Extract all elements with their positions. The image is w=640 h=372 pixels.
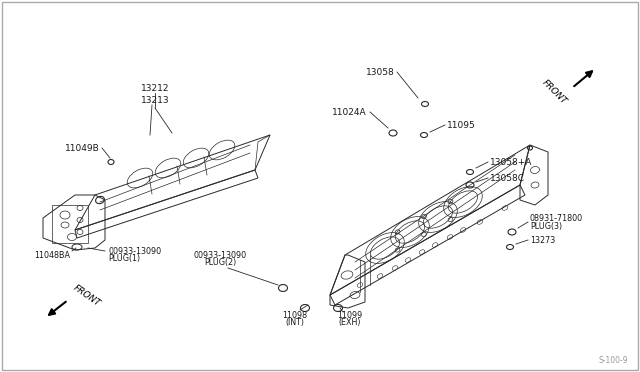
Text: 11048BA: 11048BA xyxy=(34,250,70,260)
Text: 11098: 11098 xyxy=(282,311,308,320)
Text: 11049B: 11049B xyxy=(65,144,100,153)
Text: 13058C: 13058C xyxy=(490,173,525,183)
Text: 11099: 11099 xyxy=(337,311,363,320)
Text: 13058: 13058 xyxy=(366,67,395,77)
Text: (EXH): (EXH) xyxy=(339,318,361,327)
Text: PLUG(1): PLUG(1) xyxy=(108,254,140,263)
Text: FRONT: FRONT xyxy=(72,283,102,308)
Text: PLUG(3): PLUG(3) xyxy=(530,221,562,231)
Text: (INT): (INT) xyxy=(285,318,305,327)
Text: 13213: 13213 xyxy=(141,96,170,105)
Text: 00933-13090: 00933-13090 xyxy=(108,247,161,256)
Text: FRONT: FRONT xyxy=(540,78,568,106)
Text: 13212: 13212 xyxy=(141,83,169,93)
Text: 00933-13090: 00933-13090 xyxy=(193,250,246,260)
Text: PLUG(2): PLUG(2) xyxy=(204,259,236,267)
Text: 13273: 13273 xyxy=(530,235,556,244)
Text: S-100-9: S-100-9 xyxy=(598,356,628,365)
Text: 13058+A: 13058+A xyxy=(490,157,532,167)
Text: 11024A: 11024A xyxy=(332,108,367,116)
Text: 08931-71800: 08931-71800 xyxy=(530,214,583,222)
Text: 11095: 11095 xyxy=(447,121,476,129)
